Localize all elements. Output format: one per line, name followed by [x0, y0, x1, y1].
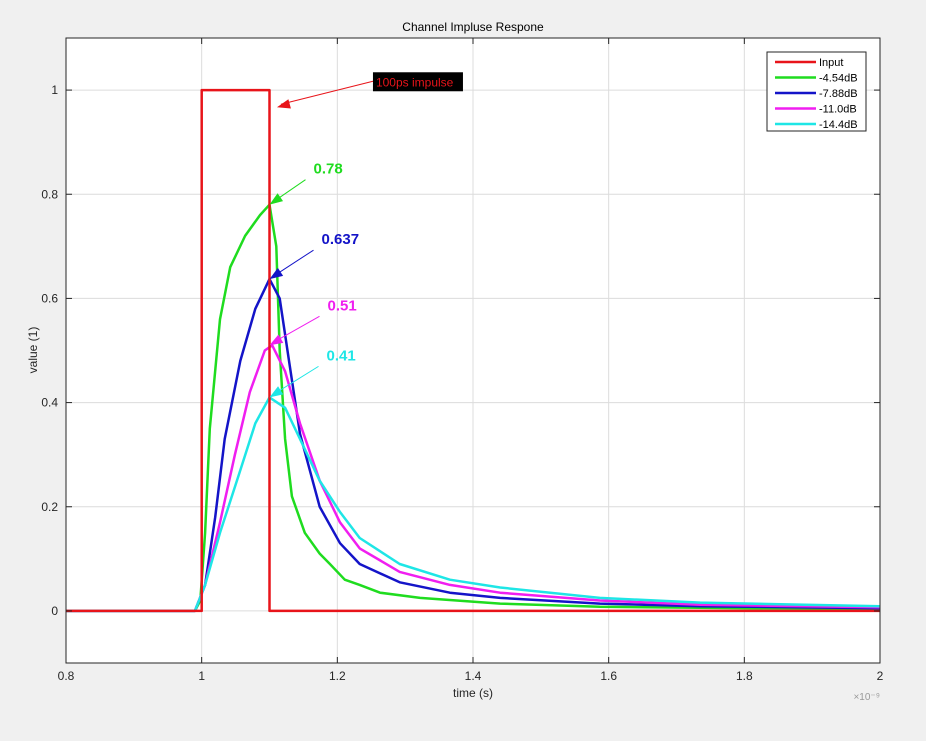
annotation-arrowhead — [276, 99, 291, 109]
x-tick-label: 1.6 — [600, 669, 617, 683]
annotation-arrowhead — [269, 386, 284, 398]
x-tick-label: 1 — [198, 669, 205, 683]
legend-label: -7.88dB — [819, 88, 858, 100]
legend: Input -4.54dB -7.88dB -11.0dB -14.4dB — [766, 51, 867, 132]
legend-label: -11.0dB — [819, 104, 857, 116]
annotation-arrow — [273, 315, 320, 343]
series-line-788dB — [66, 277, 881, 613]
annotation-label: 100ps impulse — [376, 75, 454, 89]
legend-label: -4.54dB — [819, 73, 858, 85]
y-axis-label: value (1) — [26, 327, 40, 374]
x-axis-exponent: ×10⁻⁹ — [853, 692, 880, 703]
chart-title: Channel Impluse Respone — [402, 20, 544, 34]
x-tick-label: 2 — [877, 669, 884, 683]
annotation-arrow — [273, 365, 319, 395]
series-line-110dB — [66, 344, 881, 613]
annotation-arrowhead — [269, 267, 284, 280]
annotation-label: 0.78 — [314, 161, 343, 178]
y-tick-label: 0.6 — [41, 291, 58, 305]
x-tick-label: 1.4 — [465, 669, 482, 683]
annotation-arrowhead — [269, 334, 284, 346]
series-line-Input — [66, 88, 880, 613]
annotations: 100ps impulse 0.78 0.637 0.51 0.41 — [269, 72, 463, 398]
annotation-label: 0.637 — [322, 231, 360, 248]
x-tick-label: 1.2 — [329, 669, 346, 683]
y-tick-label: 0.4 — [41, 396, 58, 410]
legend-label: Input — [819, 57, 843, 69]
tick-labels: 0.8 1 1.2 1.4 1.6 1.8 2 0 0.2 0.4 0.6 0.8 1 — [41, 38, 884, 683]
x-tick-label: 0.8 — [58, 669, 75, 683]
annotation-label: 0.51 — [328, 297, 357, 314]
annotation-arrowhead — [269, 193, 284, 205]
annotation-label: 0.41 — [327, 347, 356, 364]
y-tick-label: 0 — [51, 604, 58, 618]
y-tick-label: 1 — [51, 83, 58, 97]
annotation-box — [372, 72, 463, 92]
legend-label: -14.4dB — [819, 119, 858, 131]
series-line-454dB — [66, 203, 881, 613]
y-tick-label: 0.2 — [41, 500, 58, 514]
y-tick-label: 0.8 — [41, 187, 58, 201]
x-tick-label: 1.8 — [736, 669, 753, 683]
annotation-arrow — [280, 80, 374, 105]
series-line-144dB — [66, 396, 881, 613]
series-lines — [66, 88, 881, 613]
legend-box — [766, 51, 867, 132]
x-axis-label: time (s) — [453, 686, 493, 700]
